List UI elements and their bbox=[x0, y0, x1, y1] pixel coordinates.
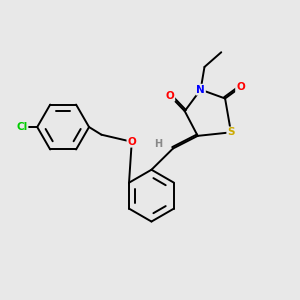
Text: N: N bbox=[196, 85, 205, 94]
Text: Cl: Cl bbox=[16, 122, 28, 132]
Text: O: O bbox=[166, 91, 174, 101]
Text: S: S bbox=[227, 127, 235, 137]
Text: H: H bbox=[154, 139, 162, 148]
Text: O: O bbox=[236, 82, 245, 92]
Text: O: O bbox=[128, 137, 136, 147]
